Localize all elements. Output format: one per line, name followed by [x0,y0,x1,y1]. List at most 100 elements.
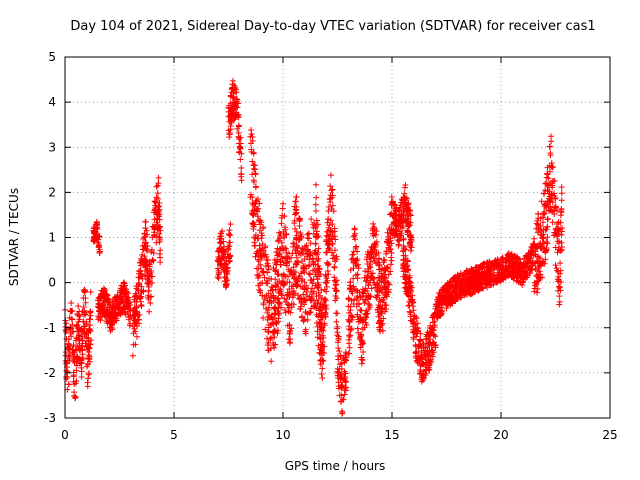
data-point [291,203,298,210]
data-point [149,223,156,230]
data-point [83,330,90,337]
data-point [254,208,261,215]
data-point [388,250,395,257]
data-point [556,284,563,291]
data-point [407,282,414,289]
data-point [262,326,269,333]
data-point [254,271,261,278]
data-point [156,234,163,241]
data-point [295,215,302,222]
data-point [328,187,335,194]
data-point [447,284,454,291]
data-point [544,215,551,222]
data-point [265,262,272,269]
data-point [543,180,550,187]
data-point [66,352,73,359]
data-point [266,275,273,282]
data-point [410,336,417,343]
data-point [307,271,314,278]
data-point [289,250,296,257]
data-point [418,344,425,351]
data-point [298,295,305,302]
data-point [546,143,553,150]
data-point [276,229,283,236]
data-point [527,247,534,254]
data-point [331,277,338,284]
data-point [280,200,287,207]
data-point [531,288,538,295]
data-point [254,213,261,220]
data-point [380,256,387,263]
data-point [406,279,413,286]
data-point [544,240,551,247]
data-point [78,328,85,335]
data-point [365,300,372,307]
data-point [109,298,116,305]
data-point [228,118,235,125]
data-point [226,232,233,239]
data-point [359,292,366,299]
data-point [131,293,138,300]
data-point [101,294,108,301]
data-point [557,212,564,219]
data-point [95,300,102,307]
data-point [299,246,306,253]
data-point [378,322,385,329]
data-point [552,204,559,211]
data-point [476,272,483,279]
data-point [272,319,279,326]
data-point [97,317,104,324]
data-point [80,303,87,310]
data-point [351,230,358,237]
data-point [380,296,387,303]
data-point [312,181,319,188]
data-point [516,271,523,278]
data-point [396,206,403,213]
data-point [315,289,322,296]
data-point [80,294,87,301]
data-point [306,262,313,269]
data-point [144,242,151,249]
data-point [547,197,554,204]
data-point [304,317,311,324]
data-point [383,250,390,257]
data-point [316,273,323,280]
data-point [406,302,413,309]
data-point [279,255,286,262]
data-point [154,182,161,189]
data-point [542,248,549,255]
data-point [541,210,548,217]
data-point [338,360,345,367]
data-point [413,333,420,340]
data-point [281,281,288,288]
data-point [538,245,545,252]
data-point [138,301,145,308]
data-point [356,289,363,296]
data-point [357,334,364,341]
data-point [371,224,378,231]
data-point [388,257,395,264]
data-point [503,258,510,265]
data-point [294,244,301,251]
data-point [303,296,310,303]
data-point [289,272,296,279]
data-point [337,352,344,359]
data-point [512,267,519,274]
data-point [555,226,562,233]
data-point [471,284,478,291]
data-point [74,335,81,342]
data-point [280,271,287,278]
data-point [274,299,281,306]
data-point [354,271,361,278]
data-point [423,363,430,370]
data-point [96,308,103,315]
data-point [72,395,79,402]
data-point [307,297,314,304]
data-point [279,292,286,299]
data-point [226,253,233,260]
data-point [218,254,225,261]
data-point [254,196,261,203]
data-point [265,347,272,354]
data-point [315,255,322,262]
data-point [554,207,561,214]
